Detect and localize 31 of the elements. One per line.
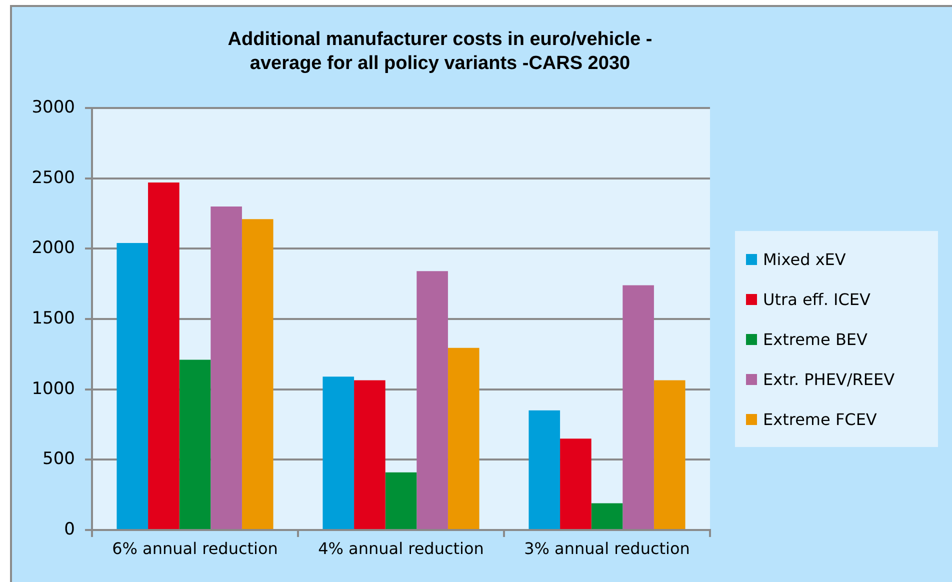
bar <box>179 360 211 529</box>
legend-label: Utra eff. ICEV <box>763 290 870 308</box>
y-tick-label: 1500 <box>32 308 75 328</box>
bar <box>210 206 242 529</box>
bar <box>448 348 480 529</box>
legend-label: Extr. PHEV/REEV <box>763 370 895 388</box>
y-tick-label: 500 <box>42 449 75 470</box>
bar <box>591 503 623 529</box>
x-tick-label: 3% annual reduction <box>524 538 690 558</box>
bar <box>385 472 417 529</box>
bar <box>560 438 592 529</box>
bar <box>622 285 654 529</box>
y-tick-label: 2500 <box>32 168 75 188</box>
x-tick-label: 6% annual reduction <box>112 538 278 558</box>
y-tick-label: 1000 <box>32 378 75 399</box>
bar <box>322 376 354 529</box>
legend-label: Extreme BEV <box>763 330 868 348</box>
legend-label: Mixed xEV <box>763 250 846 268</box>
bar <box>528 410 560 529</box>
legend-label: Extreme FCEV <box>763 410 877 428</box>
bar <box>242 219 274 529</box>
x-tick-label: 4% annual reduction <box>318 538 484 558</box>
y-tick-label: 0 <box>64 519 75 540</box>
bar <box>654 380 686 529</box>
chart-title: Additional manufacturer costs in euro/vehicle - average for all policy variants -CARS 2030 <box>226 28 654 76</box>
bar <box>416 271 448 529</box>
y-tick-label: 3000 <box>32 97 75 118</box>
bar <box>148 182 180 529</box>
y-tick-label: 2000 <box>32 238 75 258</box>
bar <box>116 243 148 529</box>
bar <box>354 380 386 529</box>
